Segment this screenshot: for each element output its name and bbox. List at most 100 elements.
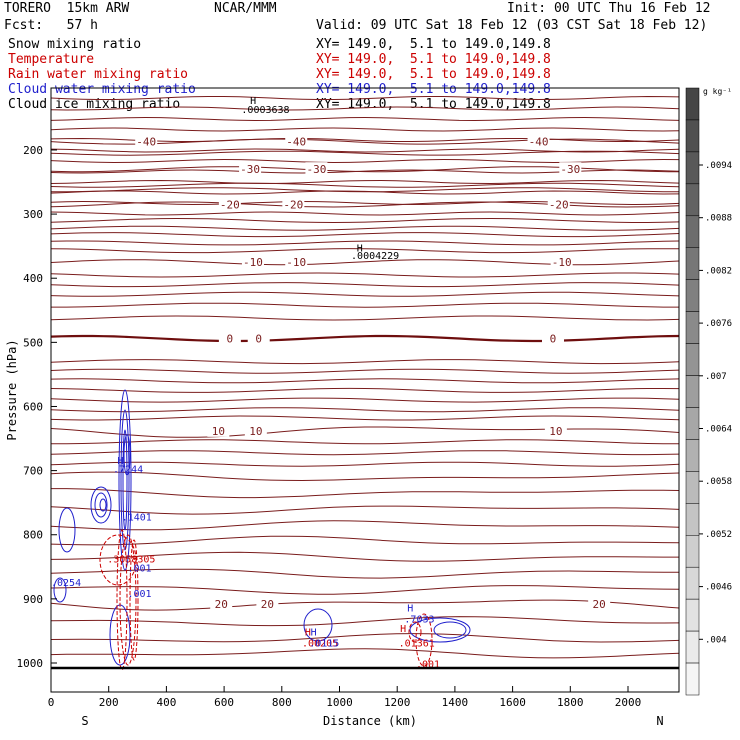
contour-extremum-label: .001 <box>127 563 151 574</box>
isotherm-line <box>50 182 680 188</box>
y-tick-label: 600 <box>23 400 43 413</box>
isotherm-label-bg <box>247 331 270 345</box>
x-tick-label: 1000 <box>326 696 353 709</box>
colorbar-label: .0046 <box>705 583 732 593</box>
isotherm-label: 10 <box>212 425 225 438</box>
colorbar-swatch <box>685 247 700 280</box>
colorbar-swatch <box>685 343 700 376</box>
isotherm-label-bg <box>244 423 267 437</box>
colorbar-swatch <box>685 87 700 121</box>
isotherm-line <box>50 116 680 122</box>
isotherm-line <box>50 248 680 254</box>
colorbar-swatch <box>685 535 700 568</box>
isotherm-label: 10 <box>549 425 562 438</box>
colorbar-swatch <box>685 151 700 185</box>
isotherm-line <box>50 471 680 482</box>
isotherm-label: -20 <box>220 198 240 211</box>
cloud-water-contour <box>99 498 107 512</box>
rain-water-contour <box>119 534 137 666</box>
colorbar-swatch <box>685 119 700 153</box>
cloud-water-contour <box>58 507 76 553</box>
field-xy-cloud-water: XY= 149.0, 5.1 to 149.0,149.8 <box>316 82 551 97</box>
cloud-water-contour <box>123 434 131 476</box>
y-tick-label: 200 <box>23 144 43 157</box>
isotherm-label: -40 <box>286 136 306 149</box>
isotherm-line <box>50 368 680 374</box>
contour-extremum-label: .3058305 <box>107 554 155 565</box>
isotherm-label-bg <box>218 197 241 211</box>
cloud-water-contour <box>433 621 467 639</box>
isotherm-line <box>50 272 680 278</box>
colorbar-swatch <box>685 630 700 664</box>
isotherm-line <box>50 201 680 208</box>
isotherm-label-bg <box>218 331 241 345</box>
isotherm-line <box>50 415 680 421</box>
x-tick-label: 0 <box>48 696 55 709</box>
field-xy-temperature: XY= 149.0, 5.1 to 149.0,149.8 <box>316 52 551 67</box>
organization: NCAR/MMM <box>214 1 277 16</box>
isotherm-line <box>51 488 680 499</box>
isotherm-label-bg <box>285 255 308 269</box>
colorbar-label: .007 <box>705 372 727 382</box>
contour-extremum-label: .0004229 <box>351 251 399 262</box>
field-name-snow: Snow mixing ratio <box>8 37 142 52</box>
isotherm-label: 0 <box>227 333 234 346</box>
colorbar-label: .0058 <box>705 477 732 487</box>
isotherm-line <box>50 585 680 595</box>
contour-extremum-label: H <box>305 627 311 638</box>
isotherm-label: -30 <box>306 163 326 176</box>
cloud-water-contour <box>90 486 112 524</box>
y-tick-label: 400 <box>23 272 43 285</box>
isotherm-label: 10 <box>249 425 262 438</box>
isotherm-label-bg <box>305 162 328 176</box>
isotherm-line <box>50 291 680 297</box>
rain-water-contour <box>408 621 422 643</box>
isotherm-line <box>50 232 680 238</box>
plot-frame <box>50 87 680 693</box>
contour-extremum-label: .7033 <box>404 615 434 626</box>
cloud-water-contour <box>94 492 108 518</box>
isotherm-line <box>50 359 680 365</box>
colorbar-label: .0052 <box>705 530 732 540</box>
contour-extremum-label: H <box>407 604 413 615</box>
cloud-water-contour <box>118 389 132 571</box>
contour-extremum-label: H <box>250 96 256 107</box>
isotherm-label: 0 <box>255 333 262 346</box>
cloud-water-contour <box>409 617 471 643</box>
isotherm-line <box>50 378 680 384</box>
model-title: TORERO 15km ARW <box>4 1 130 16</box>
isotherm-line <box>50 148 680 153</box>
hydrometeor-layer <box>53 389 471 671</box>
isotherm-line <box>50 211 680 216</box>
isotherm-line <box>50 633 680 643</box>
field-name-cloud-water: Cloud water mixing ratio <box>8 82 196 97</box>
colorbar-swatch <box>685 598 700 632</box>
x-tick-label: 800 <box>272 696 292 709</box>
colorbar-swatch <box>685 311 700 344</box>
colorbar-unit: g kg⁻¹ <box>703 87 732 96</box>
isotherm-label-bg <box>285 134 308 148</box>
isotherm-line <box>50 150 680 156</box>
colorbar-swatch <box>685 279 700 312</box>
y-tick-label: 800 <box>23 529 43 542</box>
isotherm-label-bg <box>241 255 264 269</box>
isotherm-label-bg <box>588 597 611 611</box>
init-time: Init: 00 UTC Thu 16 Feb 12 <box>507 1 711 16</box>
contour-extremum-label: .00205 <box>302 638 338 649</box>
isotherm-label-bg <box>210 597 233 611</box>
colorbar-swatch <box>685 503 700 536</box>
cloud-water-contour <box>53 577 67 603</box>
isotherm-line <box>50 599 680 611</box>
colorbar-swatch <box>685 183 700 217</box>
field-xy-rain: XY= 149.0, 5.1 to 149.0,149.8 <box>316 67 551 82</box>
isotherm-line <box>50 535 680 546</box>
isotherm-label: -30 <box>240 163 260 176</box>
y-tick-label: 1000 <box>17 657 44 670</box>
contour-extremum-label: .001 <box>127 589 151 600</box>
isotherm-label-bg <box>544 423 567 437</box>
colorbar-label: .0076 <box>705 319 732 329</box>
x-tick-label: 1800 <box>557 696 584 709</box>
isotherm-line <box>50 520 680 531</box>
forecast-hour: Fcst: 57 h <box>4 18 98 33</box>
